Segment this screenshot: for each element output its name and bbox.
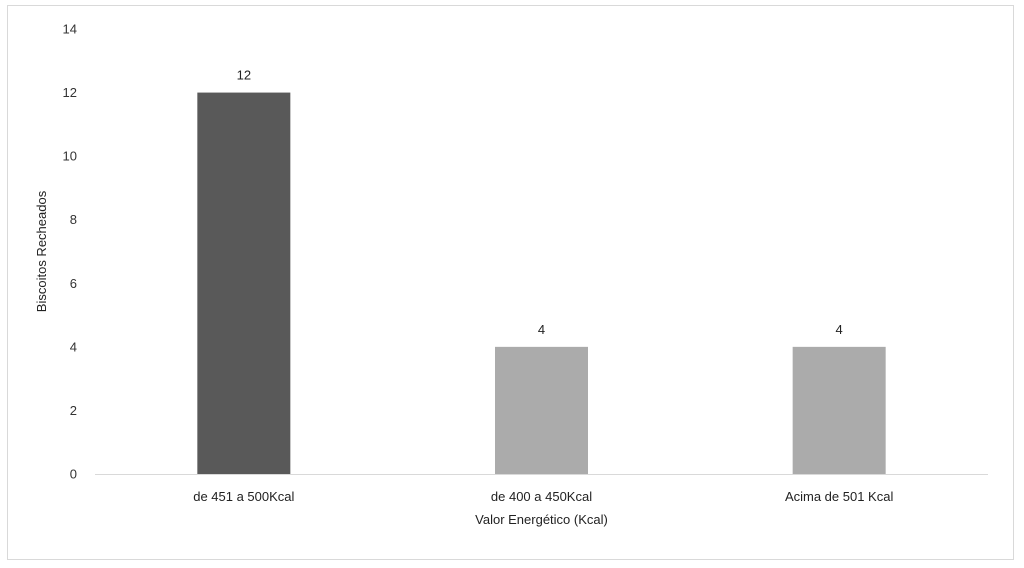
x-category-label: de 451 a 500Kcal: [193, 489, 294, 504]
y-tick-label: 4: [70, 339, 77, 354]
x-category-label: Acima de 501 Kcal: [785, 489, 894, 504]
y-tick-label: 2: [70, 403, 77, 418]
category-labels: de 451 a 500Kcal de 400 a 450Kcal Acima de…: [193, 489, 893, 504]
bar: [495, 346, 588, 474]
x-category-label: de 400 a 450Kcal: [491, 489, 592, 504]
bar-data-label: 12: [237, 68, 251, 83]
bar: [197, 92, 291, 475]
bar-data-label: 4: [538, 322, 545, 337]
bar-data-label: 4: [836, 322, 843, 337]
y-tick-label: 12: [63, 85, 77, 100]
y-tick-label: 10: [63, 149, 77, 164]
y-axis-ticks: 0 2 4 6 8 10 12 14: [63, 22, 77, 482]
y-tick-label: 8: [70, 212, 77, 227]
bar: [792, 346, 886, 474]
data-labels: 12 4 4: [237, 68, 843, 337]
x-axis-title: Valor Energético (Kcal): [475, 512, 608, 527]
y-axis-title: Biscoitos Recheados: [34, 190, 49, 312]
bars: [197, 92, 886, 475]
y-tick-label: 0: [70, 467, 77, 482]
y-tick-label: 14: [63, 22, 77, 37]
y-tick-label: 6: [70, 276, 77, 291]
